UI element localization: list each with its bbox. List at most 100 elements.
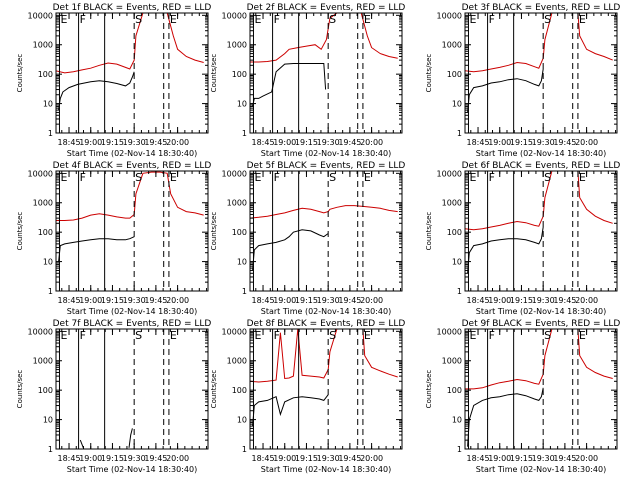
time-marker-label: E <box>254 329 261 342</box>
x-tick-label: 19:00 <box>79 138 102 147</box>
x-tick-label: 19:45 <box>144 138 167 147</box>
x-tick-label: 18:45 <box>466 454 489 463</box>
x-tick-label: 19:15 <box>510 296 533 305</box>
x-tick-label: 19:15 <box>295 454 318 463</box>
y-axis-label: Counts/sec <box>425 54 433 93</box>
y-tick-label: 10000 <box>437 11 462 20</box>
x-axis-label: Start Time (02-Nov-14 18:30:40) <box>261 149 391 158</box>
time-marker-label: E <box>469 171 476 184</box>
events-series-line <box>252 394 329 427</box>
x-tick-label: 19:00 <box>273 454 296 463</box>
x-tick-label: 20:00 <box>166 454 189 463</box>
y-tick-label: 10 <box>237 416 247 425</box>
time-marker-label: E <box>60 171 67 184</box>
x-tick-label: 20:00 <box>360 138 383 147</box>
y-tick-label: 10 <box>237 100 247 109</box>
time-marker-label: E <box>579 13 586 26</box>
y-tick-label: 100 <box>38 70 53 79</box>
time-marker-label: E <box>170 329 177 342</box>
time-marker-label: S <box>329 329 336 342</box>
lld-series-line <box>250 329 398 383</box>
plot-frame <box>249 328 403 450</box>
x-tick-label: 18:45 <box>466 138 489 147</box>
time-marker-label: E <box>254 13 261 26</box>
x-tick-label: 19:00 <box>488 296 511 305</box>
time-marker-label: E <box>170 13 177 26</box>
y-axis-label: Counts/sec <box>210 212 218 251</box>
y-tick-label: 1 <box>48 445 53 454</box>
time-marker-label: E <box>579 171 586 184</box>
x-tick-label: 20:00 <box>360 454 383 463</box>
y-tick-label: 100 <box>232 70 247 79</box>
x-tick-label: 18:45 <box>466 296 489 305</box>
x-tick-label: 19:45 <box>553 296 576 305</box>
y-tick-label: 10000 <box>222 11 247 20</box>
time-marker-label: F <box>274 13 280 26</box>
y-tick-label: 1 <box>48 129 53 138</box>
plot-frame <box>464 328 618 450</box>
x-tick-label: 19:15 <box>295 138 318 147</box>
x-axis-label: Start Time (02-Nov-14 18:30:40) <box>476 307 606 316</box>
y-tick-label: 100 <box>38 228 53 237</box>
y-tick-label: 10000 <box>28 11 53 20</box>
y-axis-label: Counts/sec <box>16 54 24 93</box>
x-tick-label: 19:00 <box>79 454 102 463</box>
y-tick-label: 100 <box>38 386 53 395</box>
x-tick-label: 19:30 <box>532 454 555 463</box>
y-tick-label: 1 <box>48 287 53 296</box>
y-tick-label: 10000 <box>437 169 462 178</box>
x-axis-label: Start Time (02-Nov-14 18:30:40) <box>67 465 197 474</box>
x-tick-label: 19:30 <box>532 138 555 147</box>
x-tick-label: 19:45 <box>553 138 576 147</box>
events-series-line <box>58 236 135 262</box>
plot-frame <box>249 12 403 134</box>
panel-title: Det 7f BLACK = Events, RED = LLD <box>53 319 212 329</box>
y-tick-label: 10 <box>43 258 53 267</box>
y-tick-label: 1000 <box>227 41 247 50</box>
panel-title: Det 3f BLACK = Events, RED = LLD <box>462 3 621 13</box>
time-marker-label: E <box>364 171 371 184</box>
y-axis-label: Counts/sec <box>210 370 218 409</box>
time-marker-label: S <box>544 171 551 184</box>
x-tick-label: 19:00 <box>79 296 102 305</box>
y-tick-label: 1000 <box>33 41 53 50</box>
x-tick-label: 18:45 <box>57 138 80 147</box>
time-marker-label: E <box>364 13 371 26</box>
y-tick-label: 10 <box>452 258 462 267</box>
x-tick-label: 19:30 <box>317 138 340 147</box>
y-tick-label: 1000 <box>33 199 53 208</box>
x-axis-label: Start Time (02-Nov-14 18:30:40) <box>67 149 197 158</box>
y-tick-label: 10000 <box>28 327 53 336</box>
time-marker-label: E <box>60 13 67 26</box>
x-tick-label: 20:00 <box>575 454 598 463</box>
plot-frame <box>55 328 209 450</box>
x-tick-label: 19:30 <box>532 296 555 305</box>
panel-title: Det 8f BLACK = Events, RED = LLD <box>247 319 406 329</box>
x-tick-label: 18:45 <box>57 296 80 305</box>
y-tick-label: 10000 <box>437 327 462 336</box>
y-tick-label: 100 <box>232 386 247 395</box>
y-tick-label: 10 <box>237 258 247 267</box>
events-series-line <box>252 229 329 271</box>
y-axis-label: Counts/sec <box>210 54 218 93</box>
y-tick-label: 1 <box>457 287 462 296</box>
y-tick-label: 10000 <box>222 169 247 178</box>
plot-frame <box>55 12 209 134</box>
plot-frame <box>55 170 209 292</box>
time-marker-label: F <box>489 329 495 342</box>
x-tick-label: 19:15 <box>510 454 533 463</box>
y-tick-label: 100 <box>447 70 462 79</box>
events-series-line <box>58 71 135 111</box>
x-tick-label: 19:45 <box>553 454 576 463</box>
y-axis-label: Counts/sec <box>16 212 24 251</box>
y-tick-label: 10 <box>43 100 53 109</box>
events-series-line <box>252 63 327 107</box>
panel-title: Det 6f BLACK = Events, RED = LLD <box>462 161 621 171</box>
panel-title: Det 1f BLACK = Events, RED = LLD <box>53 3 212 13</box>
x-tick-label: 19:00 <box>273 296 296 305</box>
